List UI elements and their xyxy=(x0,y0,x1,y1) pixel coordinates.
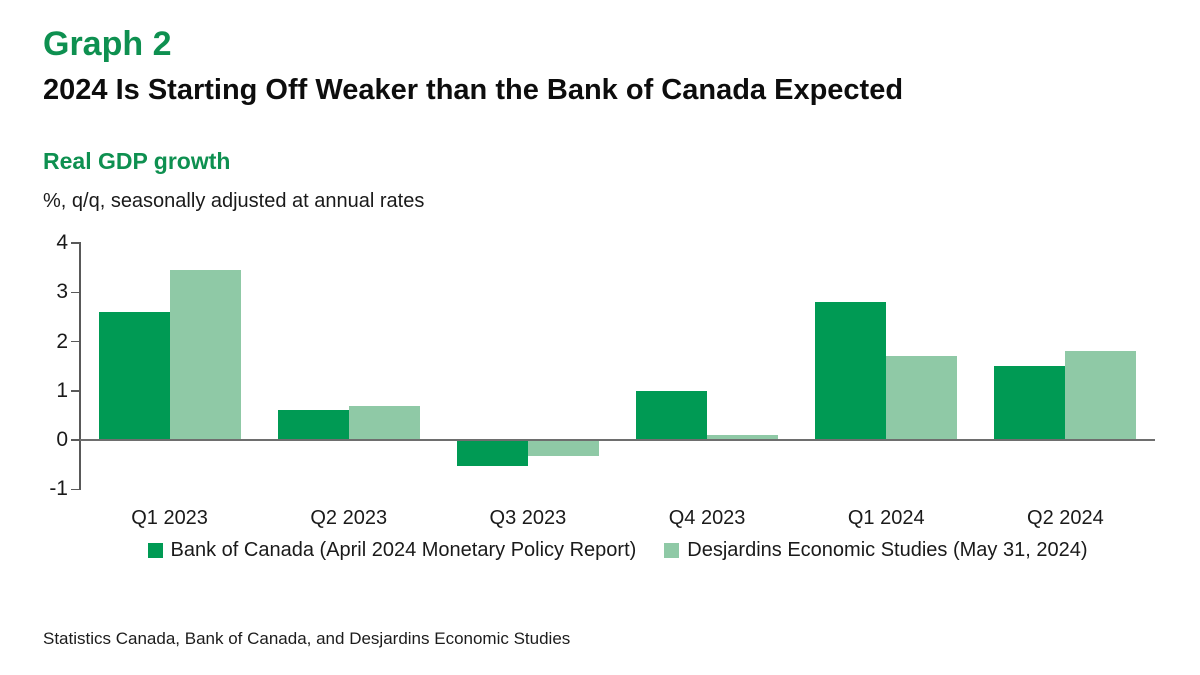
zero-baseline xyxy=(80,439,1155,441)
bar-desjardins-economic-studies-q3-2023 xyxy=(527,441,599,456)
x-label-q4-2023: Q4 2023 xyxy=(668,507,746,529)
bar-desjardins-economic-studies-q2-2024 xyxy=(1065,351,1137,441)
bar-bank-of-canada-q2-2023 xyxy=(277,410,349,441)
bar-bank-of-canada-q1-2024 xyxy=(815,302,887,441)
y-axis-line xyxy=(79,242,81,491)
bar-desjardins-economic-studies-q1-2024 xyxy=(886,356,958,441)
legend-item-desjardins-economic-studies: Desjardins Economic Studies (May 31, 202… xyxy=(664,539,1087,562)
source-note: Statistics Canada, Bank of Canada, and D… xyxy=(43,629,571,648)
bar-desjardins-economic-studies-q1-2023 xyxy=(169,270,241,441)
graph-title: 2024 Is Starting Off Weaker than the Ban… xyxy=(43,74,904,106)
y-tick-2 xyxy=(71,340,80,343)
legend-swatch-desjardins-economic-studies xyxy=(664,543,680,558)
bar-bank-of-canada-q4-2023 xyxy=(636,390,708,441)
y-label-2: 2 xyxy=(56,329,68,353)
y-label-3: 3 xyxy=(56,280,68,304)
y-tick-1 xyxy=(71,390,80,392)
x-label-q3-2023: Q3 2023 xyxy=(489,507,567,529)
bar-bank-of-canada-q1-2023 xyxy=(98,311,170,441)
legend-label-bank-of-canada: Bank of Canada (April 2024 Monetary Poli… xyxy=(170,539,637,561)
chart-units-note: %, q/q, seasonally adjusted at annual ra… xyxy=(43,190,425,212)
y-label-1: 1 xyxy=(56,378,68,402)
bar-bank-of-canada-q3-2023 xyxy=(456,441,528,466)
y-tick-4 xyxy=(71,242,80,244)
legend-swatch-bank-of-canada xyxy=(147,543,163,558)
x-label-q1-2024: Q1 2024 xyxy=(847,507,925,529)
y-label-4: 4 xyxy=(56,231,68,254)
x-label-q2-2023: Q2 2023 xyxy=(310,507,388,529)
x-label-q2-2024: Q2 2024 xyxy=(1027,507,1104,529)
legend-item-bank-of-canada: Bank of Canada (April 2024 Monetary Poli… xyxy=(147,539,637,562)
legend-label-desjardins-economic-studies: Desjardins Economic Studies (May 31, 202… xyxy=(687,539,1088,561)
y-label-minus-1: -1 xyxy=(49,477,68,501)
chart-legend: Bank of Canada (April 2024 Monetary Poli… xyxy=(80,539,1155,562)
y-tick-0 xyxy=(71,439,80,441)
graph-number-label: Graph 2 xyxy=(43,25,172,63)
x-label-q1-2023: Q1 2023 xyxy=(131,507,208,529)
y-tick-minus-1 xyxy=(71,488,80,490)
bar-desjardins-economic-studies-q2-2023 xyxy=(348,405,420,441)
bar-desjardins-economic-studies-q4-2023 xyxy=(707,435,779,441)
chart-subtitle: Real GDP growth xyxy=(43,148,231,174)
y-tick-3 xyxy=(71,291,80,293)
bar-bank-of-canada-q2-2024 xyxy=(994,366,1066,441)
y-label-0: 0 xyxy=(56,428,68,451)
